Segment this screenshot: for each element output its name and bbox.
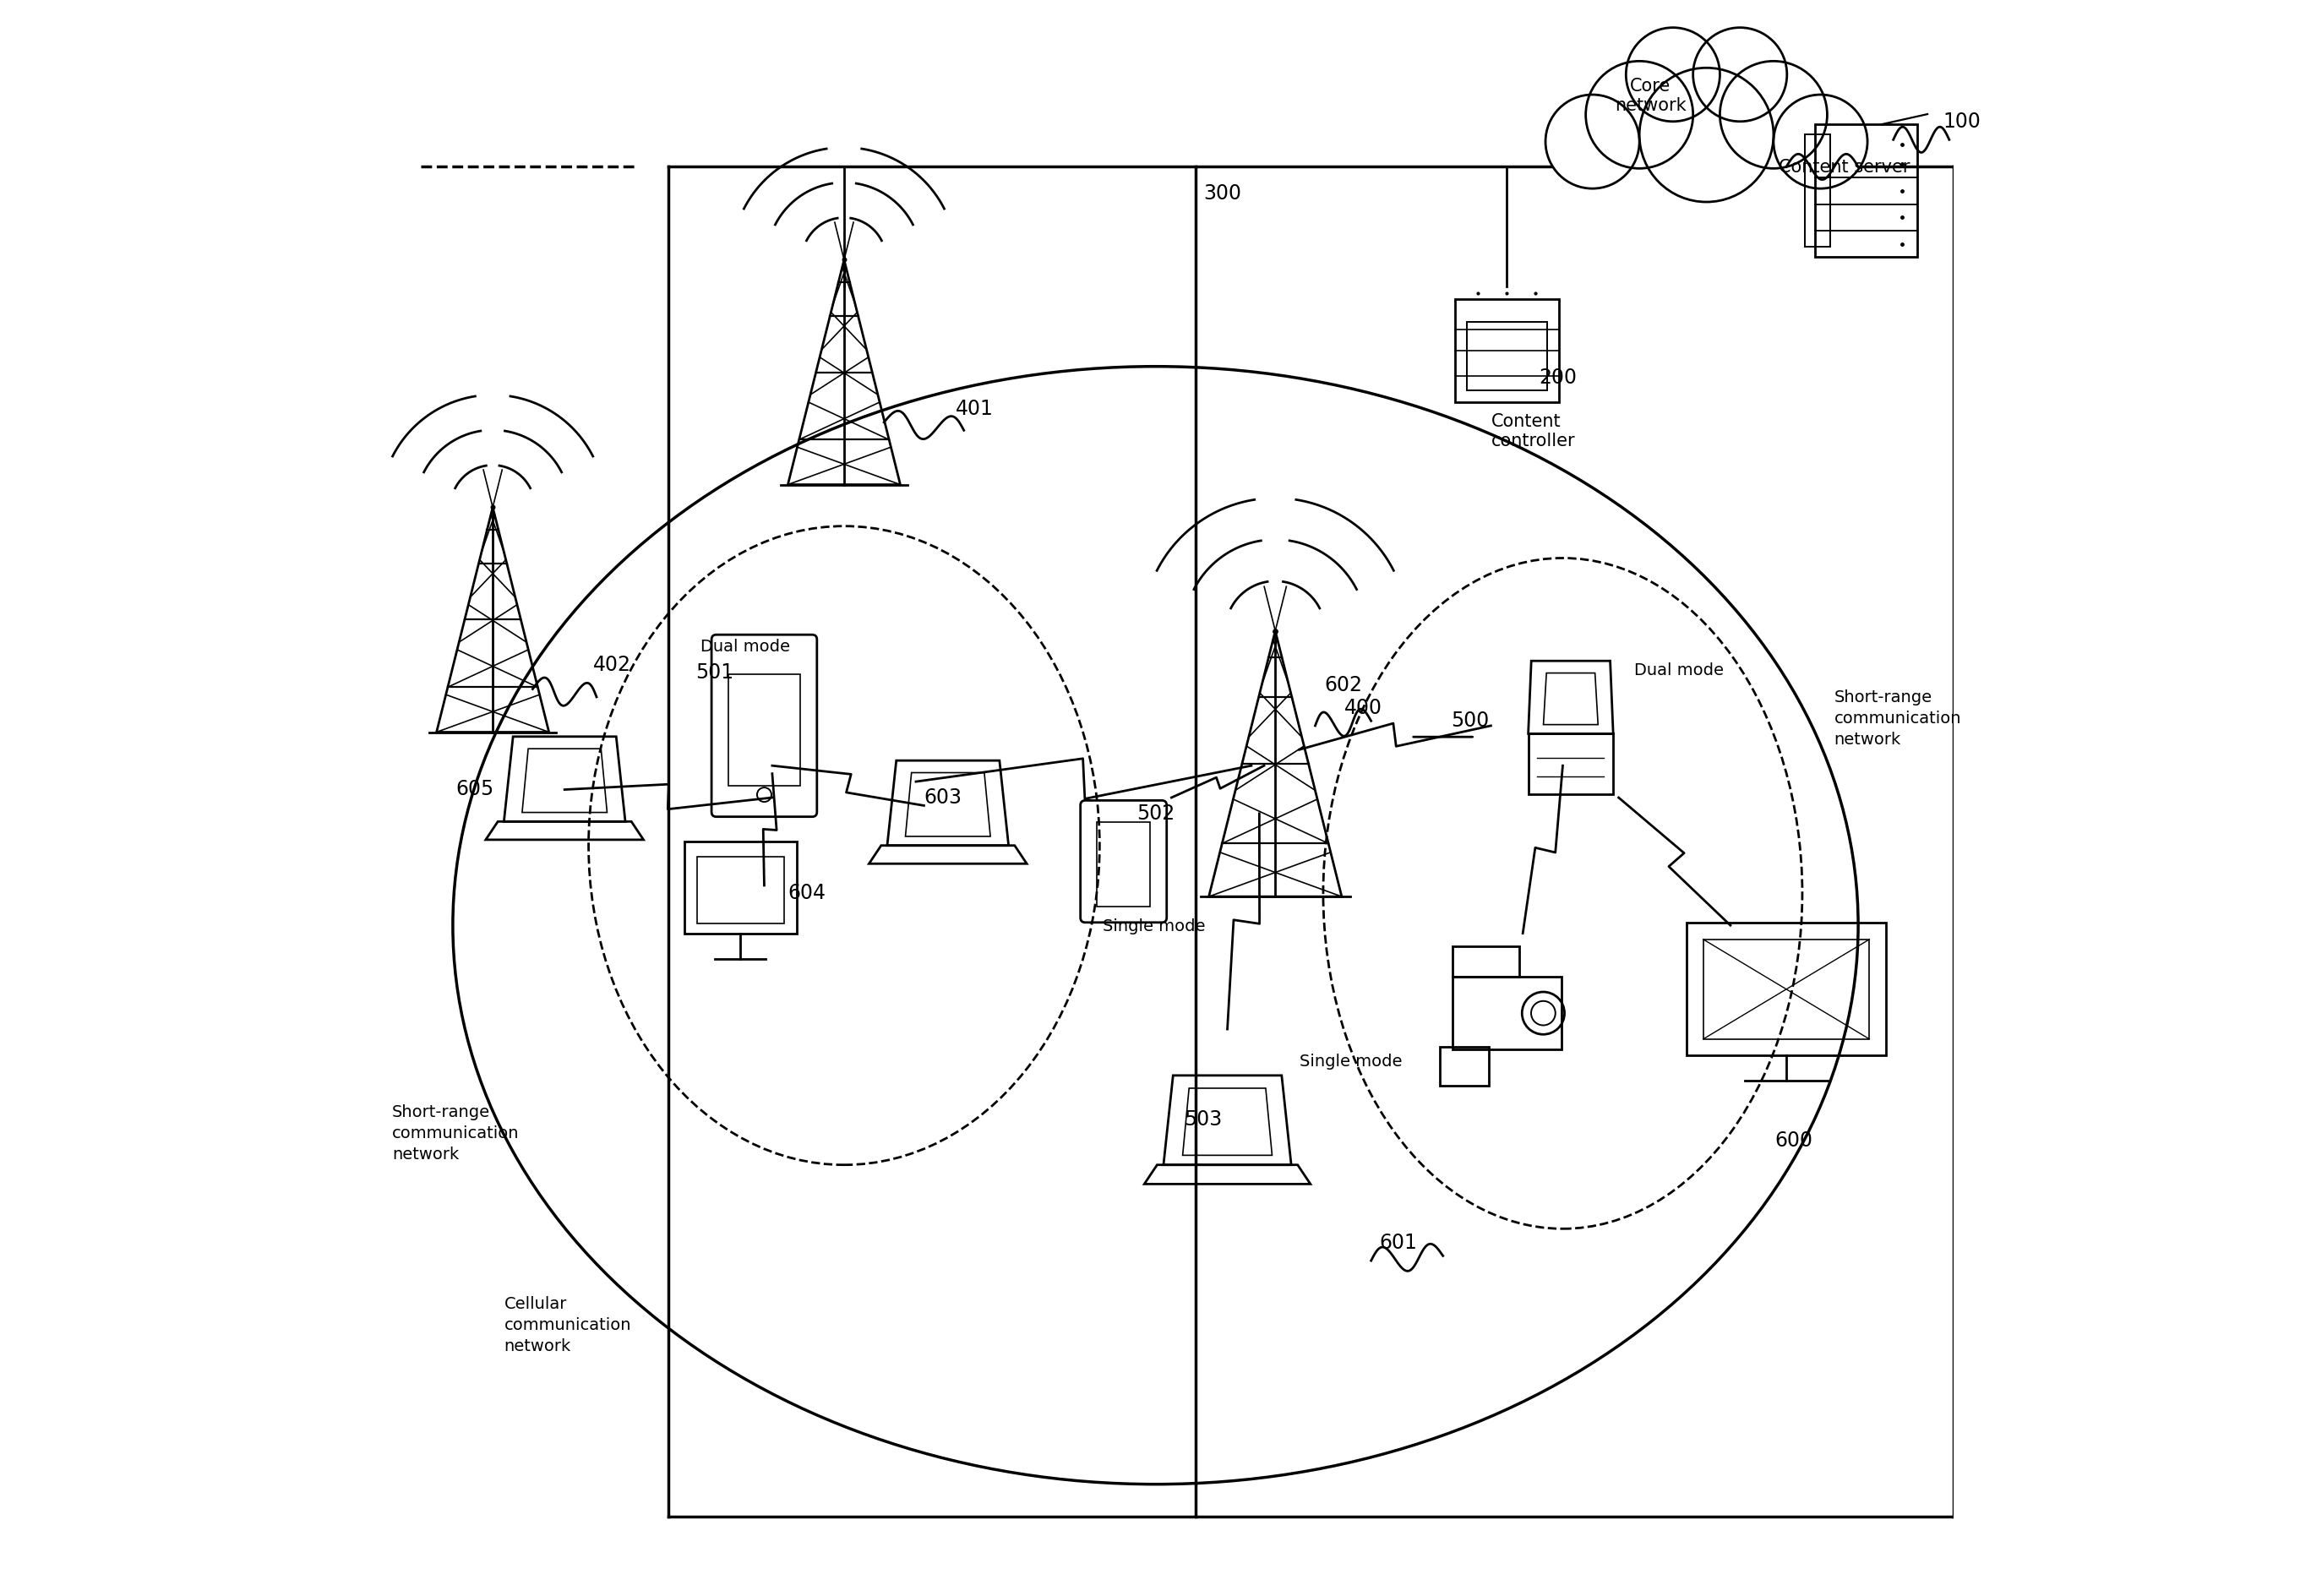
Circle shape — [1773, 96, 1867, 190]
Text: Short-range
communication
network: Short-range communication network — [393, 1104, 520, 1162]
Text: 501: 501 — [696, 662, 733, 683]
Text: 402: 402 — [594, 654, 631, 675]
Circle shape — [1627, 29, 1719, 123]
Text: 100: 100 — [1944, 112, 1981, 132]
Text: Cellular
communication
network: Cellular communication network — [504, 1296, 631, 1353]
Text: 605: 605 — [455, 779, 495, 800]
Text: 300: 300 — [1204, 184, 1241, 204]
Text: 200: 200 — [1539, 367, 1576, 388]
Circle shape — [1638, 69, 1773, 203]
Text: Short-range
communication
network: Short-range communication network — [1835, 689, 1962, 747]
Text: 503: 503 — [1183, 1109, 1223, 1130]
Text: 500: 500 — [1451, 710, 1488, 731]
Circle shape — [1719, 62, 1828, 169]
Text: 602: 602 — [1324, 675, 1363, 696]
Text: 502: 502 — [1137, 803, 1174, 824]
Text: Dual mode: Dual mode — [1634, 662, 1724, 678]
Text: Single mode: Single mode — [1299, 1053, 1403, 1069]
Circle shape — [1585, 62, 1694, 169]
Text: 601: 601 — [1380, 1232, 1417, 1253]
Text: Core
network: Core network — [1615, 78, 1687, 113]
Text: Content server: Content server — [1779, 160, 1909, 176]
Text: Single mode: Single mode — [1102, 918, 1206, 934]
Circle shape — [1694, 29, 1786, 123]
Circle shape — [1546, 96, 1638, 190]
Text: 401: 401 — [957, 399, 994, 420]
Text: Dual mode: Dual mode — [700, 638, 790, 654]
Text: Content
controller: Content controller — [1491, 413, 1576, 448]
Text: 400: 400 — [1345, 697, 1382, 718]
Text: 604: 604 — [788, 883, 827, 903]
Text: 603: 603 — [924, 787, 961, 808]
Text: 600: 600 — [1775, 1130, 1814, 1151]
